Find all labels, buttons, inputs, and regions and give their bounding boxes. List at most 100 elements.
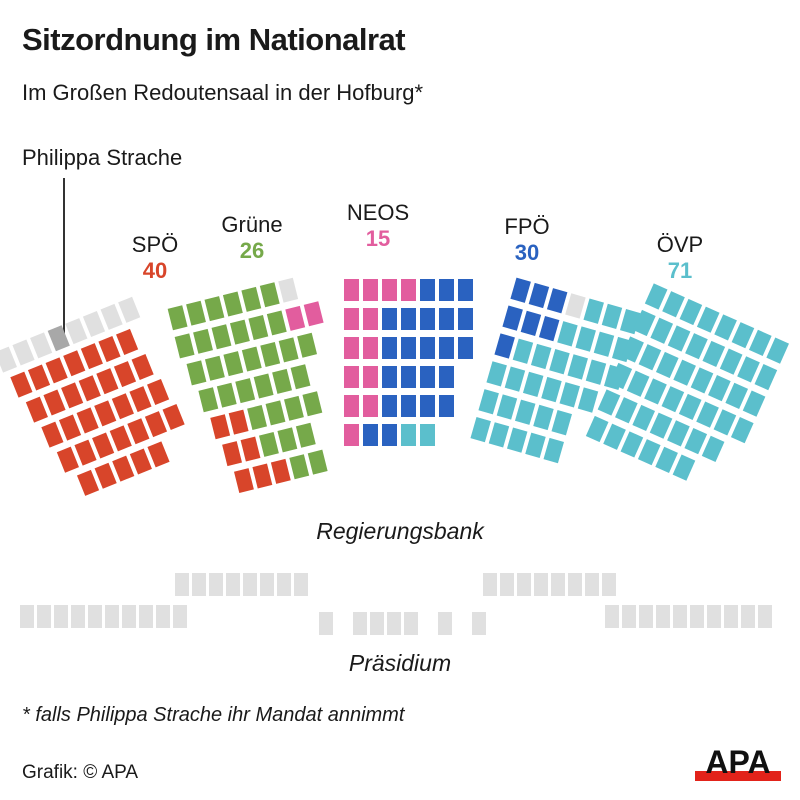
seat xyxy=(252,463,273,489)
bench-seat xyxy=(568,573,582,596)
seat-unassigned xyxy=(118,296,141,323)
party-name: Grüne xyxy=(221,212,283,237)
seat xyxy=(496,394,518,420)
seat xyxy=(567,354,588,380)
bench-seat xyxy=(226,573,240,596)
seat xyxy=(730,416,754,444)
bench-seat xyxy=(690,605,704,628)
bench-seat xyxy=(724,605,738,628)
seat-block-center xyxy=(344,279,473,453)
bench-seat xyxy=(277,573,291,596)
seat xyxy=(510,277,531,303)
bench-seat xyxy=(639,605,653,628)
seat xyxy=(439,366,454,388)
seat xyxy=(248,315,269,341)
seat xyxy=(458,337,473,359)
seat xyxy=(223,351,244,377)
seat-unassigned xyxy=(565,293,586,319)
seat xyxy=(557,321,578,347)
party-seat-count: 26 xyxy=(239,238,265,263)
bench-seat xyxy=(472,612,486,635)
seat xyxy=(401,337,416,359)
seat xyxy=(210,414,231,440)
seat-row xyxy=(344,366,473,388)
seat xyxy=(307,449,328,475)
bench-seat xyxy=(192,573,206,596)
seat xyxy=(241,286,262,312)
seat xyxy=(204,296,225,322)
seat-row xyxy=(344,279,473,301)
chart-title: Sitzordnung im Nationalrat xyxy=(22,22,406,57)
seat xyxy=(754,364,778,391)
bench-seat xyxy=(585,573,599,596)
seat xyxy=(742,390,766,417)
seat xyxy=(235,378,256,404)
bench-seat xyxy=(622,605,636,628)
seat xyxy=(131,353,154,380)
seat-block-center-left xyxy=(167,273,361,506)
seat xyxy=(577,387,599,413)
seat xyxy=(549,349,570,375)
party-name: FPÖ xyxy=(504,214,550,239)
seat xyxy=(520,310,542,336)
seat xyxy=(116,328,139,355)
apa-logo: APA xyxy=(695,745,781,781)
seat xyxy=(247,405,268,430)
seat xyxy=(382,308,397,330)
presidium-label: Präsidium xyxy=(348,650,452,676)
bench-seat xyxy=(20,605,34,628)
credit: Grafik: © APA xyxy=(22,762,139,783)
party-seat-count: 15 xyxy=(365,226,391,251)
seat-row xyxy=(344,424,473,446)
seat xyxy=(766,337,789,364)
seat-row xyxy=(344,337,473,359)
seat xyxy=(363,279,378,301)
seat xyxy=(270,458,291,484)
seat xyxy=(290,364,311,390)
seat xyxy=(401,279,416,301)
seat xyxy=(486,361,507,387)
seat xyxy=(240,436,261,462)
bench-seat xyxy=(156,605,170,628)
seat xyxy=(420,279,435,301)
seat xyxy=(186,360,207,386)
seat xyxy=(233,468,254,494)
bench-seat xyxy=(319,612,333,635)
seat xyxy=(167,305,188,331)
bench-seat xyxy=(602,573,616,596)
seat xyxy=(204,355,225,381)
seat xyxy=(420,424,435,446)
bench-seat xyxy=(387,612,401,635)
seat xyxy=(701,435,725,462)
bench-seat xyxy=(105,605,119,628)
annotation-leader-line xyxy=(63,178,65,338)
bench-seat xyxy=(209,573,223,596)
party-seat-count: 30 xyxy=(514,240,540,265)
seat xyxy=(494,333,515,359)
seat xyxy=(193,328,213,354)
seat xyxy=(285,305,306,331)
bench-seat xyxy=(260,573,274,596)
party-label-fpoe: FPÖ 30 xyxy=(487,214,567,266)
seat xyxy=(504,366,526,392)
seat xyxy=(260,341,281,367)
bench-seat xyxy=(517,573,531,596)
seat xyxy=(162,403,185,430)
seat xyxy=(174,333,195,359)
seat xyxy=(147,441,170,468)
annotation-philippa-strache: Philippa Strache xyxy=(22,145,183,170)
seat-row xyxy=(344,308,473,330)
party-name: ÖVP xyxy=(656,232,704,257)
bench-seat xyxy=(88,605,102,628)
seat xyxy=(439,337,454,359)
seat xyxy=(259,282,280,308)
seat-unassigned xyxy=(278,277,299,303)
seat xyxy=(575,326,596,352)
seat xyxy=(253,373,274,399)
seat xyxy=(439,308,454,330)
seat xyxy=(382,337,397,359)
seat-block-left xyxy=(0,296,198,513)
seat xyxy=(241,346,262,372)
bench-seat xyxy=(175,573,189,596)
